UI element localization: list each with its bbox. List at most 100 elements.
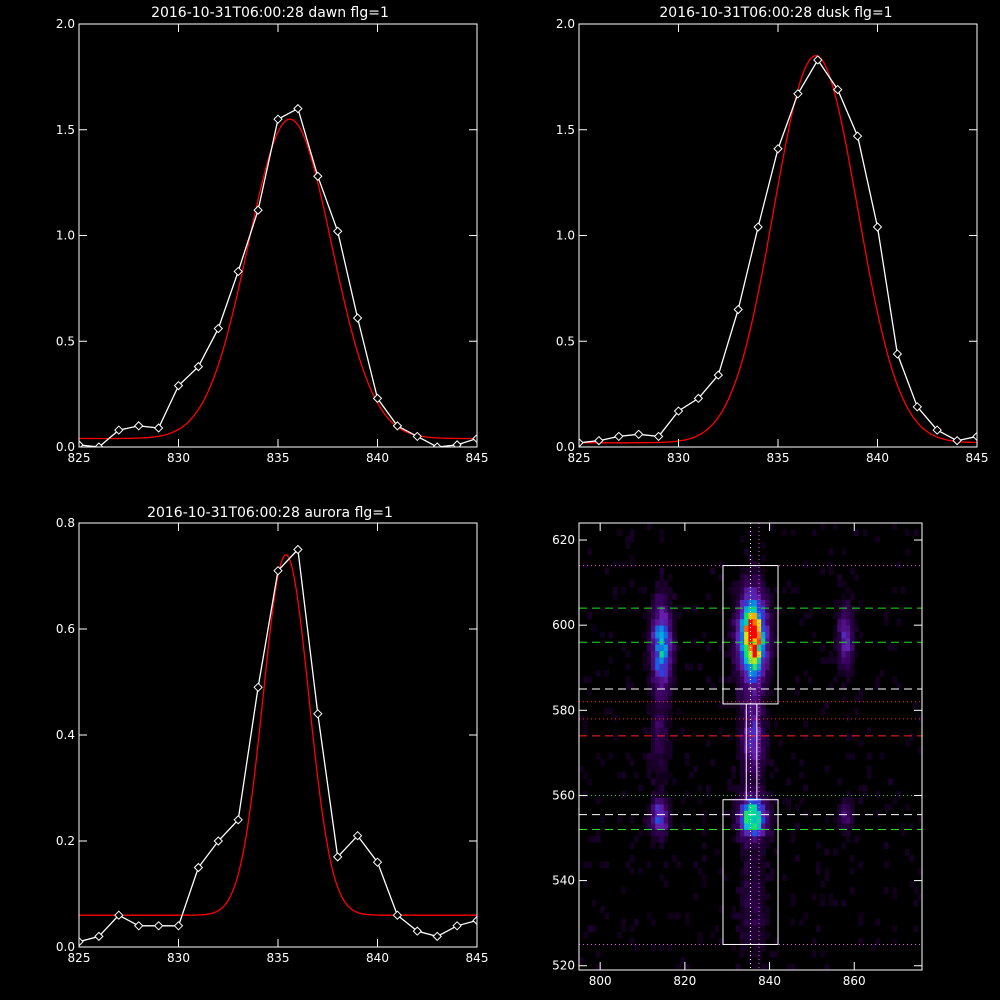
dawn-spectrum-plot: 2016-10-31T06:00:28 dawn flg=1 825 830 835… (56, 5, 489, 465)
data-point (579, 438, 584, 447)
dusk-plot-title: 2016-10-31T06:00:28 dusk flg=1 (659, 5, 892, 21)
data-point (332, 852, 343, 862)
plot-area (579, 55, 977, 447)
data-point (352, 313, 363, 323)
x-tick-label: 845 (966, 451, 989, 465)
y-tick-label: 2.0 (556, 17, 575, 31)
y-tick-label: 0.6 (56, 622, 75, 636)
y-tick-label: 0.4 (56, 728, 75, 742)
data-point (472, 433, 477, 444)
data-point (392, 421, 403, 431)
data-point (452, 440, 462, 447)
data-point (332, 226, 343, 236)
data-point (372, 857, 383, 867)
data-point (114, 910, 124, 920)
data-point (352, 830, 363, 841)
data-point (79, 440, 84, 447)
data-point (153, 423, 164, 433)
x-tick-label: 835 (267, 951, 290, 965)
y-tick-label: 0.5 (556, 334, 575, 348)
x-tick-label: 840 (758, 974, 781, 988)
x-tick-label: 840 (366, 451, 389, 465)
data-point (412, 926, 423, 936)
data-point (372, 393, 383, 404)
data-point (892, 349, 903, 359)
x-tick-label: 830 (667, 451, 690, 465)
y-tick-label: 540 (552, 874, 575, 888)
x-tick-label: 860 (843, 974, 866, 988)
y-tick-label: 0.0 (556, 440, 575, 454)
x-tick-label: 800 (589, 974, 612, 988)
x-tick-label: 840 (366, 951, 389, 965)
data-point (392, 910, 403, 920)
data-point (273, 565, 283, 576)
data-point (313, 171, 323, 181)
data-point (614, 431, 624, 442)
x-tick-label: 830 (167, 451, 190, 465)
data-point (313, 709, 323, 719)
x-tick-label: 835 (267, 451, 290, 465)
plot-area (79, 544, 477, 947)
x-tick-label: 825 (568, 451, 591, 465)
y-tick-label: 620 (552, 533, 575, 547)
y-tick-label: 560 (552, 788, 575, 802)
x-tick-label: 845 (466, 951, 489, 965)
data-point (213, 323, 224, 334)
fit-curve (579, 55, 977, 444)
fit-curve (79, 554, 477, 916)
heatmap-area (579, 523, 922, 970)
dawn-plot-title: 2016-10-31T06:00:28 dawn flg=1 (151, 5, 389, 21)
data-point (133, 921, 144, 931)
aurora-plot-title: 2016-10-31T06:00:28 aurora flg=1 (147, 505, 393, 521)
data-point (852, 131, 863, 141)
data-point (173, 921, 184, 931)
y-tick-label: 0.0 (56, 440, 75, 454)
y-tick-label: 2.0 (56, 17, 75, 31)
data-point (653, 431, 664, 442)
data-point (79, 936, 84, 947)
x-tick-label: 840 (866, 451, 889, 465)
data-point (972, 431, 977, 442)
data-point (713, 370, 724, 380)
data-point (412, 431, 423, 442)
data-point (133, 421, 144, 431)
data-point (753, 222, 763, 232)
y-tick-label: 0.0 (56, 940, 75, 954)
region-box (745, 703, 758, 801)
x-tick-label: 845 (466, 451, 489, 465)
data-point (872, 222, 883, 232)
y-tick-label: 0.2 (56, 834, 75, 848)
data-point (432, 931, 442, 942)
y-tick-label: 1.0 (56, 229, 75, 243)
y-tick-label: 1.5 (556, 123, 575, 137)
data-point (173, 380, 184, 391)
dusk-spectrum-plot: 2016-10-31T06:00:28 dusk flg=1 825 830 835… (556, 5, 989, 465)
data-point (952, 435, 962, 446)
y-tick-label: 0.5 (56, 334, 75, 348)
plot-frame (578, 522, 923, 971)
aurora-spectrum-plot: 2016-10-31T06:00:28 aurora flg=1 825 830 8… (56, 505, 489, 965)
y-tick-label: 600 (552, 618, 575, 632)
data-point (594, 435, 604, 446)
data-point (193, 361, 204, 372)
data-point (233, 815, 243, 825)
data-point (912, 402, 923, 412)
data-point (273, 114, 283, 124)
y-tick-label: 0.8 (56, 516, 75, 530)
y-tick-label: 1.5 (56, 123, 75, 137)
data-point (233, 266, 243, 277)
data-point (253, 205, 263, 215)
data-point (293, 103, 303, 114)
data-point (432, 442, 442, 447)
y-tick-label: 1.0 (556, 229, 575, 243)
x-tick-label: 835 (767, 451, 790, 465)
data-point (633, 429, 644, 440)
x-tick-label: 820 (673, 974, 696, 988)
data-point (932, 425, 942, 435)
data-point (472, 915, 477, 926)
data-point (193, 862, 204, 873)
data-point (452, 921, 462, 931)
plot-area (79, 103, 477, 447)
data-point (773, 144, 783, 154)
